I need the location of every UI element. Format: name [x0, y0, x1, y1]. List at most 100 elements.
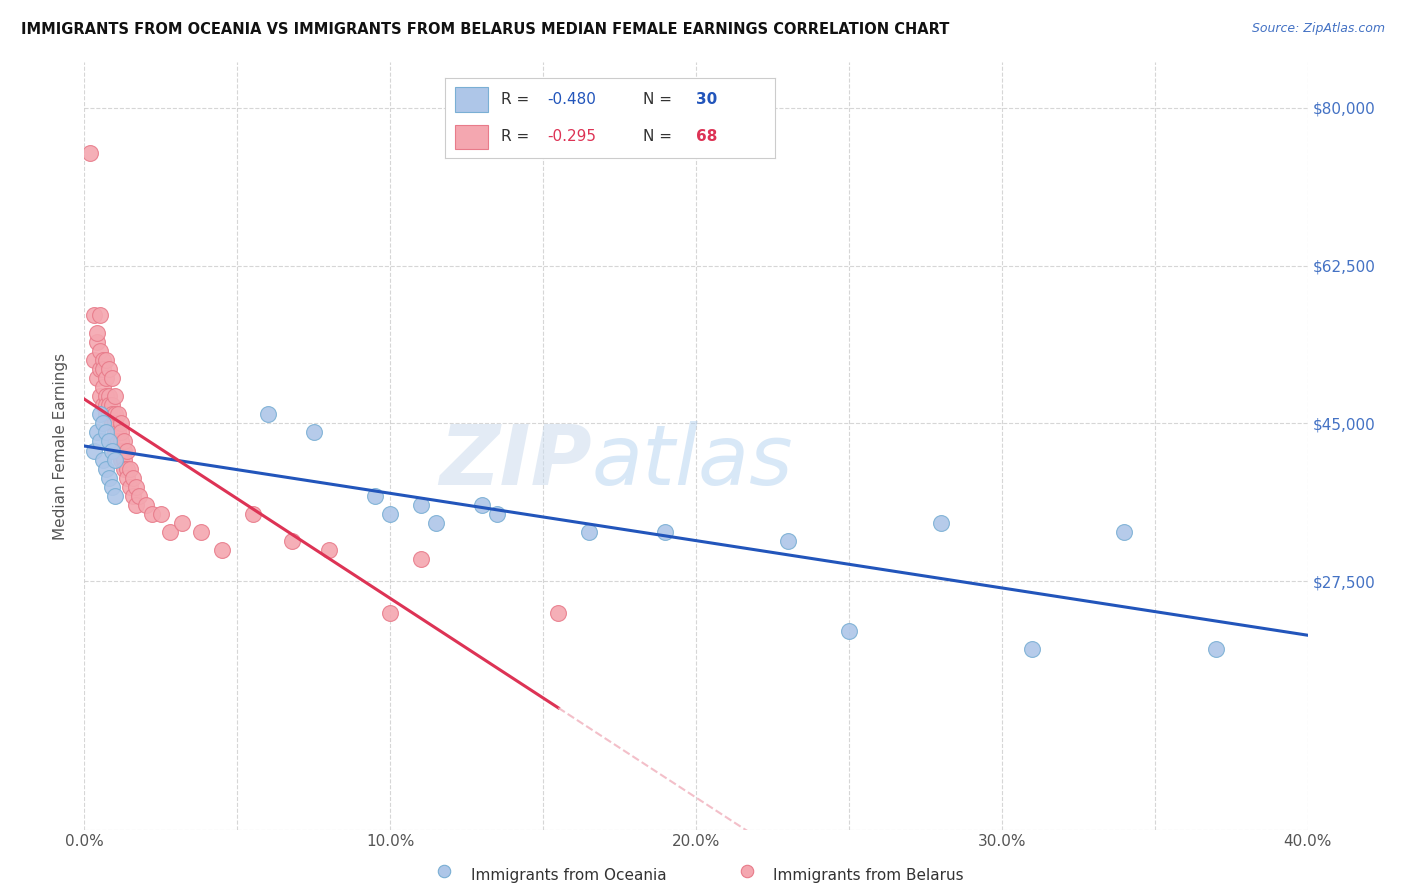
- Point: [91, 353, 114, 368]
- Point: [122, 470, 145, 484]
- Point: [104, 443, 127, 458]
- Point: [104, 425, 127, 440]
- Point: [1205, 642, 1227, 657]
- Point: [135, 498, 157, 512]
- Point: [83, 353, 105, 368]
- Point: [110, 434, 132, 449]
- Point: [425, 516, 447, 530]
- Point: [101, 434, 124, 449]
- Point: [91, 452, 114, 467]
- Y-axis label: Median Female Earnings: Median Female Earnings: [53, 352, 69, 540]
- Point: [104, 408, 127, 422]
- Point: [97, 389, 120, 403]
- Point: [86, 335, 108, 350]
- Point: [149, 507, 172, 521]
- Point: [141, 507, 163, 521]
- Point: [120, 480, 142, 494]
- Point: [83, 308, 105, 322]
- Point: [380, 606, 402, 620]
- Point: [547, 606, 569, 620]
- Point: [125, 480, 148, 494]
- Point: [302, 425, 325, 440]
- Point: [89, 434, 111, 449]
- Point: [94, 371, 117, 385]
- Point: [94, 353, 117, 368]
- Point: [318, 542, 340, 557]
- Point: [380, 507, 402, 521]
- Point: [211, 542, 233, 557]
- Point: [91, 417, 114, 431]
- Point: [112, 461, 135, 475]
- Point: [110, 443, 132, 458]
- Point: [86, 425, 108, 440]
- Point: [735, 864, 758, 879]
- Text: Immigrants from Oceania: Immigrants from Oceania: [471, 869, 666, 883]
- Point: [242, 507, 264, 521]
- Point: [101, 443, 124, 458]
- Point: [94, 408, 117, 422]
- Point: [94, 389, 117, 403]
- Point: [94, 461, 117, 475]
- Point: [257, 408, 280, 422]
- Point: [104, 452, 127, 467]
- Point: [838, 624, 860, 638]
- Point: [112, 452, 135, 467]
- Point: [79, 145, 101, 160]
- Point: [120, 461, 142, 475]
- Point: [172, 516, 194, 530]
- Point: [86, 326, 108, 341]
- Point: [94, 425, 117, 440]
- Point: [97, 398, 120, 412]
- Point: [107, 425, 129, 440]
- Text: Source: ZipAtlas.com: Source: ZipAtlas.com: [1251, 22, 1385, 36]
- Point: [104, 489, 127, 503]
- Point: [101, 480, 124, 494]
- Text: IMMIGRANTS FROM OCEANIA VS IMMIGRANTS FROM BELARUS MEDIAN FEMALE EARNINGS CORREL: IMMIGRANTS FROM OCEANIA VS IMMIGRANTS FR…: [21, 22, 949, 37]
- Point: [86, 371, 108, 385]
- Point: [91, 362, 114, 376]
- Point: [101, 398, 124, 412]
- Point: [125, 498, 148, 512]
- Point: [486, 507, 509, 521]
- Point: [190, 524, 212, 539]
- Point: [97, 362, 120, 376]
- Text: ZIP: ZIP: [439, 421, 592, 502]
- Point: [578, 524, 600, 539]
- Text: atlas: atlas: [592, 421, 793, 502]
- Point: [1114, 524, 1136, 539]
- Point: [83, 443, 105, 458]
- Point: [107, 408, 129, 422]
- Point: [110, 417, 132, 431]
- Point: [91, 398, 114, 412]
- Point: [97, 434, 120, 449]
- Point: [104, 389, 127, 403]
- Point: [94, 398, 117, 412]
- Point: [104, 417, 127, 431]
- Point: [89, 389, 111, 403]
- Point: [471, 498, 494, 512]
- Point: [364, 489, 387, 503]
- Point: [101, 371, 124, 385]
- Point: [89, 362, 111, 376]
- Point: [110, 425, 132, 440]
- Point: [433, 864, 456, 879]
- Point: [409, 498, 432, 512]
- Point: [89, 308, 111, 322]
- Point: [89, 344, 111, 359]
- Point: [101, 408, 124, 422]
- Point: [97, 408, 120, 422]
- Point: [115, 461, 138, 475]
- Point: [107, 434, 129, 449]
- Point: [91, 380, 114, 394]
- Point: [128, 489, 150, 503]
- Point: [115, 443, 138, 458]
- Point: [409, 551, 432, 566]
- Point: [97, 470, 120, 484]
- Point: [112, 443, 135, 458]
- Point: [101, 417, 124, 431]
- Point: [89, 408, 111, 422]
- Point: [110, 452, 132, 467]
- Point: [776, 533, 799, 548]
- Point: [115, 470, 138, 484]
- Point: [654, 524, 676, 539]
